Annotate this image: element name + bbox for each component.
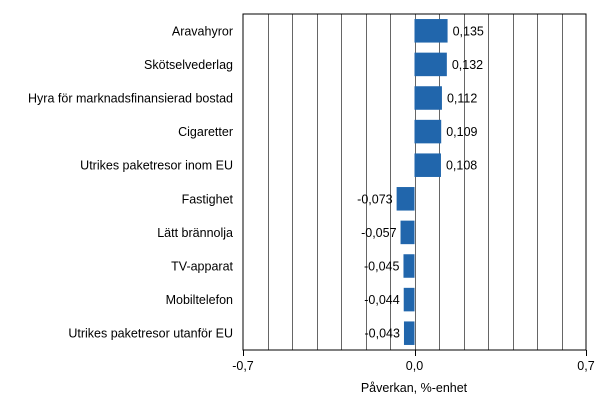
data-label: -0,057 [361,226,396,240]
bar-series [396,19,448,345]
bar [396,187,415,211]
bar [414,19,448,43]
data-label: -0,043 [365,327,400,341]
category-label: TV-apparat [171,260,233,274]
bar [414,52,447,77]
x-tick-label: 0,0 [406,359,423,373]
category-label: Lätt brännolja [157,226,233,240]
category-label: Hyra för marknadsfinansierad bostad [28,92,233,106]
bar [414,153,441,177]
category-label: Aravahyror [172,24,233,38]
bar [414,86,442,110]
category-label: Fastighet [182,192,234,206]
data-label: 0,108 [446,159,477,173]
bar [403,321,415,345]
x-axis-tick-labels: -0,7 0,0 0,7 [232,359,595,373]
x-axis-ticks [243,350,587,356]
category-label: Skötselvederlag [144,58,233,72]
data-label: 0,112 [447,92,477,106]
category-label: Utrikes paketresor inom EU [80,159,233,173]
data-label: 0,109 [446,125,477,139]
vertical-gridlines [268,14,563,350]
x-tick-label: 0,7 [577,359,594,373]
category-label: Utrikes paketresor utanför EU [68,327,233,341]
bar [400,220,415,245]
data-label: -0,045 [364,260,399,274]
data-label: 0,135 [453,24,484,38]
bar [403,287,415,312]
data-label: -0,044 [364,293,399,307]
category-label: Mobiltelefon [166,293,233,307]
bar [403,254,415,278]
category-label: Cigaretter [178,125,233,139]
bar [414,119,442,144]
x-tick-label: -0,7 [232,359,254,373]
value-labels: 0,135 0,132 0,112 0,109 0,108 -0,073 -0,057 -0,… [357,24,484,340]
category-labels: Aravahyror Skötselvederlag Hyra för markna… [28,24,233,340]
data-label: -0,073 [357,192,392,206]
data-label: 0,132 [452,58,483,72]
x-axis-label: Påverkan, %-enhet [361,381,468,395]
